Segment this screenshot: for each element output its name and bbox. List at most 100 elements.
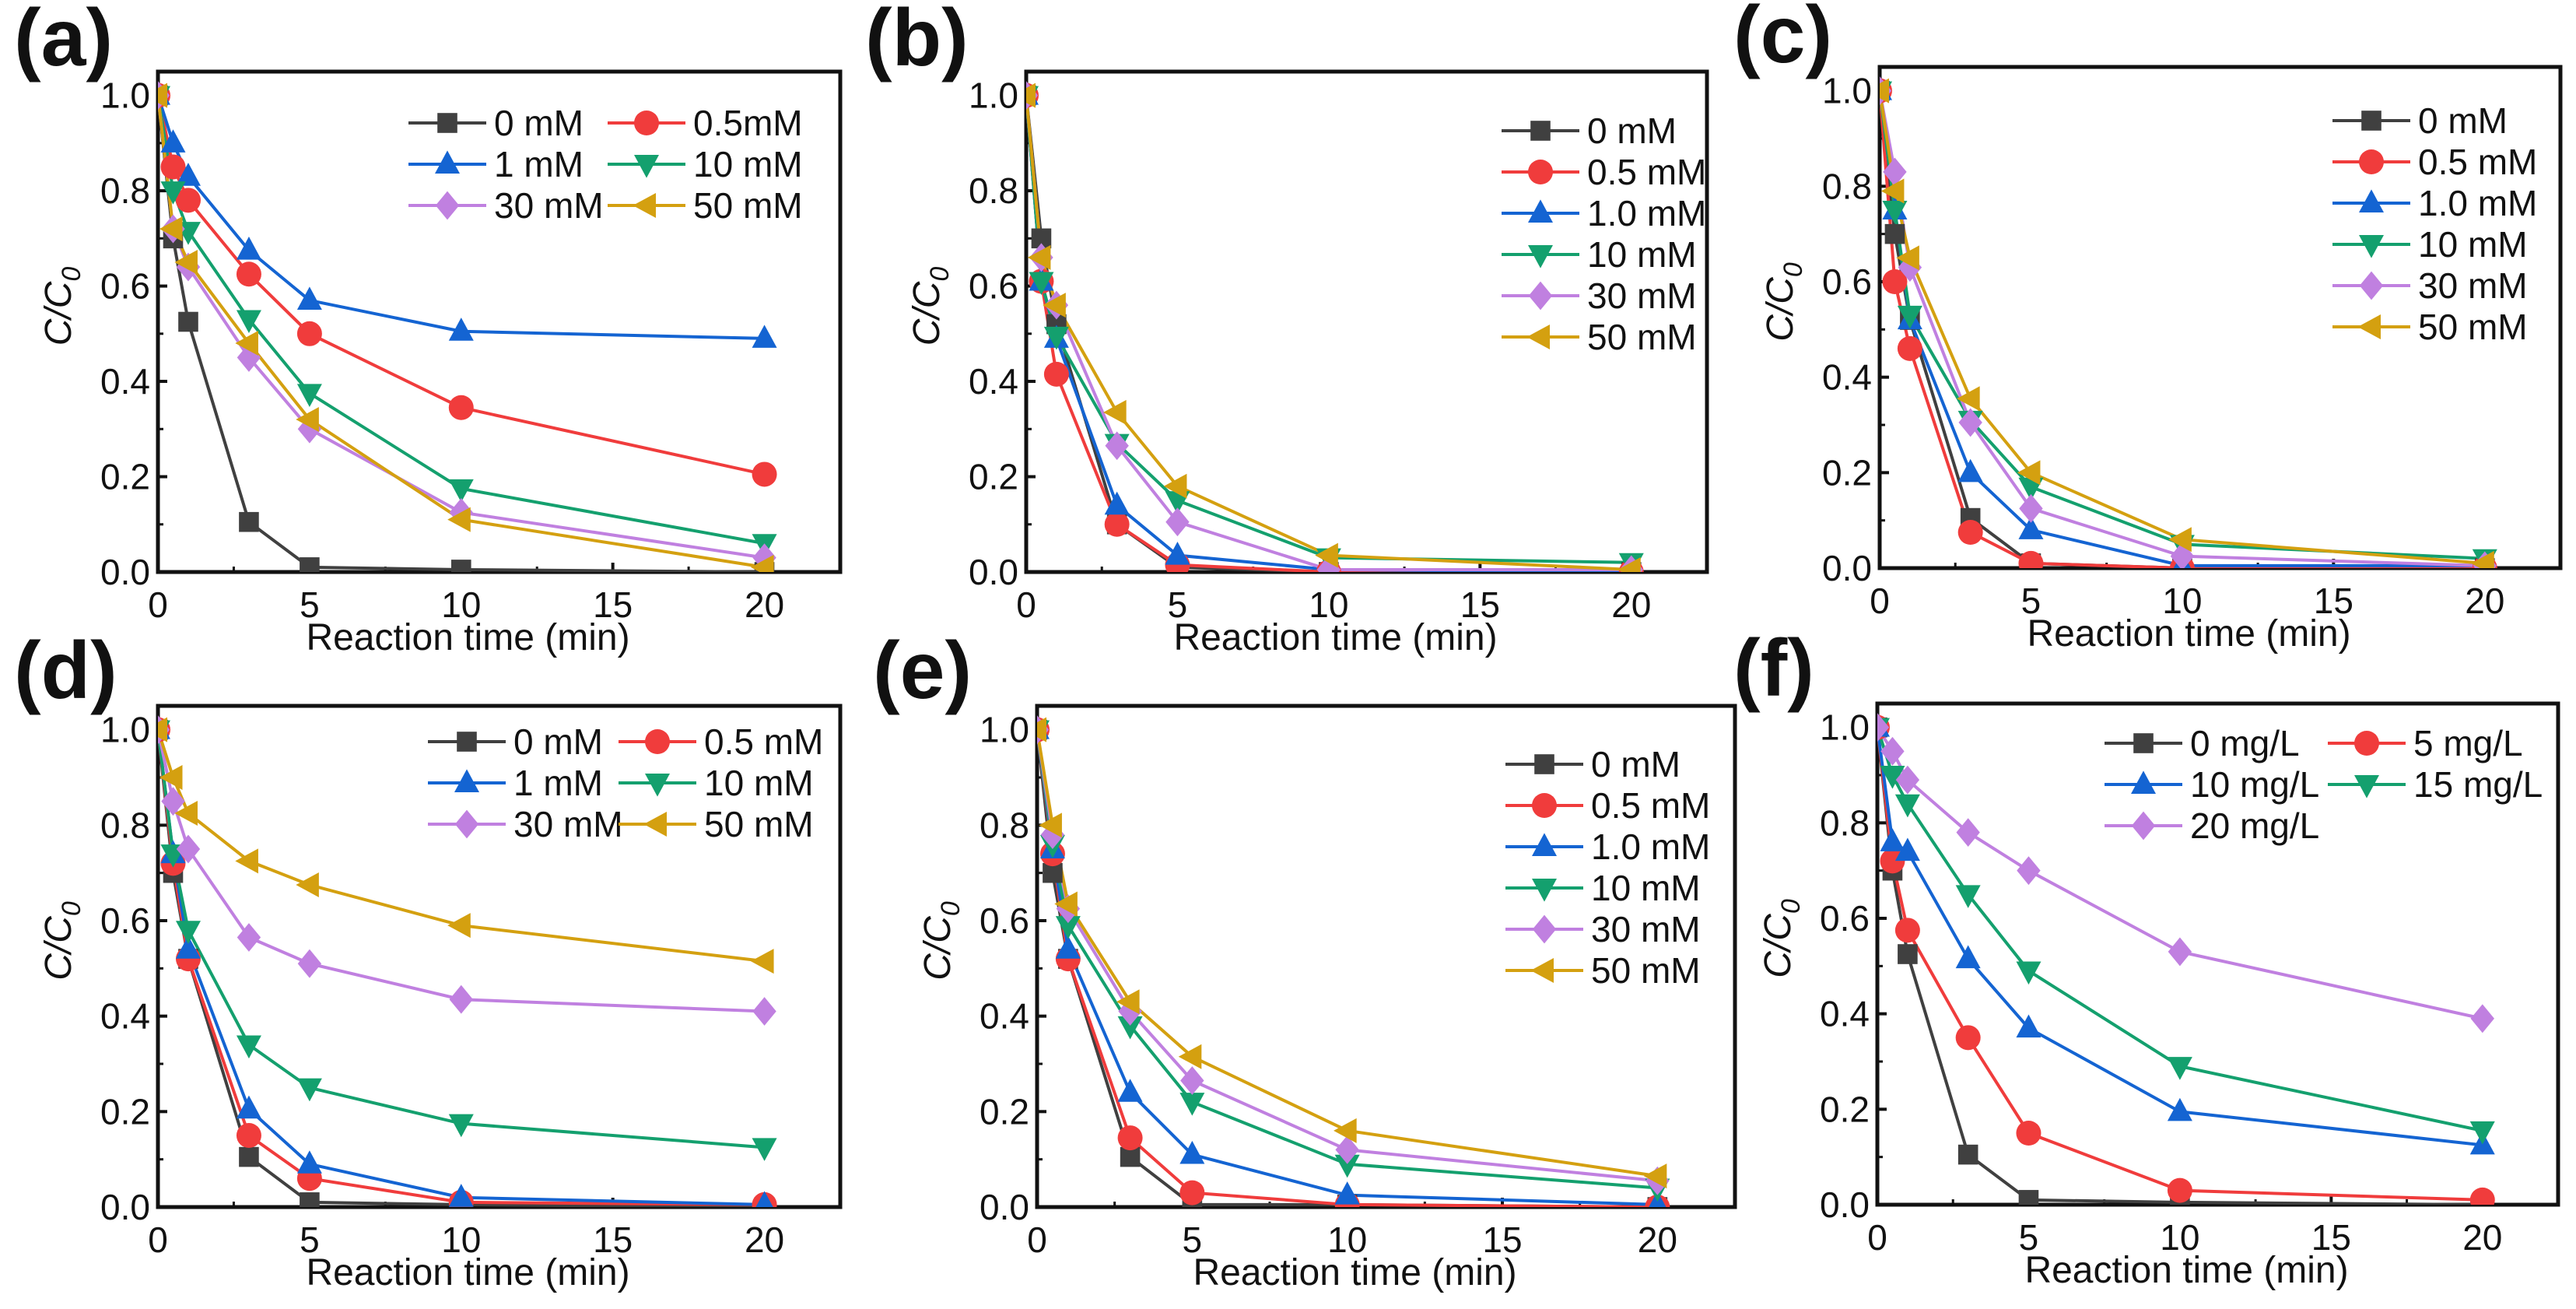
data-point [448,479,474,503]
panel-a: (a) 0 5 10 15 20 0.0 0.2 0.4 0.6 0.8 1.0 Reaction ti… [14,0,843,658]
panel-f: (f) 0 5 10 15 20 0.0 0.2 0.4 0.6 0.8 1.0 Reaction ti… [1733,623,2560,1291]
legend-item: 50 mM [608,185,803,226]
data-point [448,395,474,420]
y-tick-label: 1.0 [980,710,1029,750]
data-point [450,560,471,572]
data-point [296,1078,322,1102]
legend-item: 0 mM [2332,100,2508,141]
data-point [175,188,201,213]
y-tick-label: 0.4 [980,996,1029,1037]
legend-item: 0 mM [428,721,603,762]
data-point [1117,1079,1143,1102]
y-tick-label: 0.4 [100,361,150,402]
data-point [2168,527,2192,553]
legend-label: 0.5mM [693,103,803,143]
legend-item: 1 mM [428,763,603,803]
data-point [2016,961,2042,985]
data-point [752,461,777,487]
legend-marker [435,150,460,174]
data-point [1027,244,1051,270]
data-point [1958,408,1982,437]
data-point [2016,1121,2042,1146]
data-point [1957,458,1983,483]
x-axis-title: Reaction time (min) [1173,617,1497,658]
legend-item: 0.5 mM [619,721,823,762]
data-point [239,511,259,532]
data-point [755,1191,773,1207]
legend-item: 50 mM [2332,307,2528,347]
data-point [1029,272,1054,296]
legend-marker [1528,199,1553,223]
legend-marker [2133,733,2154,753]
data-point [239,1146,259,1167]
x-tick-label: 0 [1867,1217,1887,1258]
data-point [2018,550,2044,568]
data-point [1116,989,1140,1015]
data-point [1105,431,1129,461]
x-axis-title: Reaction time (min) [306,617,629,658]
legend-marker [2359,149,2384,174]
legend-marker [2359,189,2384,212]
data-point [1120,1146,1141,1167]
legend-item: 10 mM [619,763,814,803]
x-tick-label: 20 [745,1220,784,1260]
legend-label: 30 mM [2418,265,2528,306]
legend-item: 30 mM [1505,909,1701,949]
legend-marker [1532,793,1557,818]
legend-item: 10 mM [608,144,803,184]
x-tick-label: 15 [1460,584,1500,625]
data-point [1957,520,1983,545]
data-point [1316,555,1341,572]
data-point [1896,245,1919,271]
legend: 0 mM 0.5 mM 1 mM 10 mM 30 mM 50 mM [428,721,823,844]
data-point [1895,765,1920,795]
series-group [1880,76,2497,568]
data-point [175,935,201,959]
y-tick-label: 0.6 [969,266,1018,307]
panel-e: (e) 0 5 10 15 20 0.0 0.2 0.4 0.6 0.8 1.0 Reaction ti… [873,626,1737,1293]
data-point [2469,1121,2495,1145]
data-point [1334,1181,1360,1205]
data-point [296,384,322,407]
data-point [1037,717,1046,742]
data-point [2471,550,2494,568]
legend-marker [2359,271,2384,300]
legend-item: 1.0 mM [2332,183,2537,223]
legend-marker [2357,314,2381,339]
legend-marker [1532,879,1557,902]
data-point [1335,1135,1359,1164]
data-point [2167,1057,2192,1080]
series-line-5 [1037,729,1658,1178]
legend-item: 30 mM [408,185,604,226]
legend: 0 mM 0.5mM 1 mM 10 mM 30 mM 50 mM [408,103,803,226]
legend-label: 0 mM [494,103,584,143]
y-tick-label: 1.0 [100,710,150,750]
y-tick-label: 0.8 [969,170,1018,211]
series-line-4 [1037,729,1658,1183]
y-tick-label: 0.4 [100,996,150,1037]
y-axis-title-subscript: 0 [936,901,966,916]
data-point [1180,1066,1204,1095]
data-point [296,321,322,346]
legend-label: 0 mM [1591,744,1681,784]
legend-item: 1.0 mM [1502,193,1706,233]
legend-item: 0.5 mM [1505,785,1710,826]
data-point [1894,837,1920,862]
data-point [300,557,320,572]
data-point [1643,1163,1667,1189]
series-line-2 [1877,727,2483,1147]
legend-label: 30 mM [494,185,604,226]
panel-d: (d) 0 5 10 15 20 0.0 0.2 0.4 0.6 0.8 1.0 Reaction ti… [14,626,843,1293]
x-tick-label: 5 [300,1220,320,1260]
data-point [2019,493,2043,523]
x-tick-label: 10 [1309,584,1348,625]
data-point [296,872,319,897]
data-point [750,554,774,572]
data-point [1179,1180,1205,1205]
data-point [1955,885,1981,908]
legend-marker [437,113,457,133]
y-axis-title-main: C/C [38,916,79,981]
y-axis-title-subscript: 0 [57,267,86,282]
y-tick-label: 0.8 [100,170,150,211]
data-point [300,1192,320,1207]
